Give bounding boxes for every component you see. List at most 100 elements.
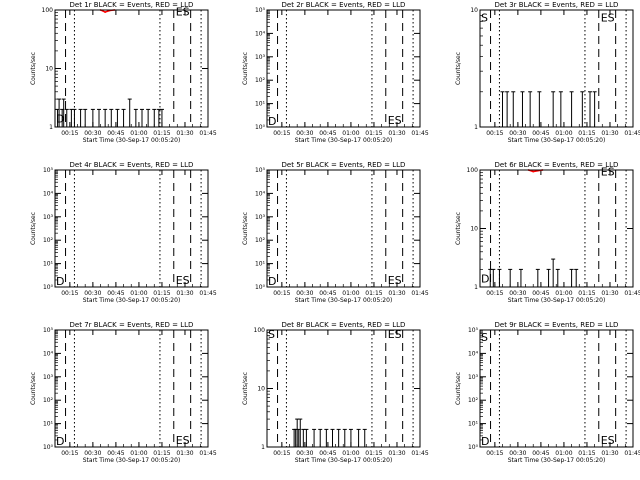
y-tick-label: 10 [257,386,265,393]
x-tick-label: 00:15 [61,290,78,297]
y-axis-label: Counts/sec [30,212,37,245]
x-tick-label: 01:45 [624,450,640,457]
y-tick-label: 100 [254,327,266,334]
x-tick-label: 00:15 [61,130,78,137]
x-tick-label: 01:30 [388,450,405,457]
marker-label-D: D [56,435,64,448]
panel-title: Det 7r BLACK = Events, RED = LLD [70,321,194,329]
y-tick-label: 10³ [43,374,54,381]
x-axis-label: Start Time (30-Sep-17 00:05:20) [508,457,606,464]
x-tick-label: 01:45 [624,290,640,297]
plot-frame [479,329,634,448]
marker-label-E: E [176,434,183,447]
marker-label-S: S [608,166,615,179]
marker-label-S: S [395,328,402,341]
y-tick-label: 10⁰ [255,284,266,291]
y-tick-label: 1 [474,124,478,131]
y-tick-label: 10² [43,397,54,404]
y-tick-label: 10⁵ [43,327,54,334]
x-tick-label: 00:45 [107,130,124,137]
y-tick-label: 1 [261,444,265,451]
y-axis-label: Counts/sec [455,52,462,85]
y-axis-label: Counts/sec [455,372,462,405]
x-tick-label: 00:45 [532,450,549,457]
x-tick-label: 00:15 [486,450,503,457]
marker-label-S: S [395,274,402,287]
detector-panel-3: Det 3r BLACK = Events, RED = LLD 1 10 Count… [455,1,640,144]
x-tick-label: 01:15 [578,130,595,137]
detector-panel-8: Det 8r BLACK = Events, RED = LLD 1 10 100 Co… [242,321,429,464]
x-tick-label: 01:30 [601,130,618,137]
y-tick-label: 10⁰ [468,444,479,451]
y-tick-label: 10² [255,237,266,244]
x-tick-label: 01:00 [130,450,147,457]
y-tick-label: 10⁴ [468,350,479,357]
x-tick-label: 00:30 [296,130,313,137]
x-tick-label: 01:45 [411,130,428,137]
panel-title: Det 4r BLACK = Events, RED = LLD [70,161,194,169]
y-tick-label: 10² [43,237,54,244]
plot-frame [54,329,209,448]
plot-frame [266,9,421,128]
marker-label-E: E [176,274,183,287]
marker-label-S: S [481,12,488,25]
x-tick-label: 01:30 [176,290,193,297]
marker-label-E: E [388,328,395,341]
x-tick-label: 01:00 [130,130,147,137]
y-axis-label: Counts/sec [242,52,249,85]
marker-label-S: S [183,6,190,19]
y-tick-label: 10³ [43,214,54,221]
x-tick-label: 00:30 [509,290,526,297]
y-tick-label: 10⁴ [43,350,54,357]
x-tick-label: 01:15 [365,130,382,137]
marker-label-D: D [481,272,489,285]
detector-panel-1: Det 1r BLACK = Events, RED = LLD 1 10 100 Co… [30,1,217,144]
marker-label-E: E [601,434,608,447]
x-tick-label: 00:30 [84,130,101,137]
x-tick-label: 01:30 [601,290,618,297]
x-tick-label: 01:45 [624,130,640,137]
marker-label-S: S [395,114,402,127]
detector-panel-4: Det 4r BLACK = Events, RED = LLD 10⁰ 10¹ 10… [30,161,217,304]
marker-label-S: S [183,434,190,447]
marker-label-E: E [601,12,608,25]
x-tick-label: 01:00 [342,130,359,137]
x-tick-label: 00:15 [486,290,503,297]
marker-label-D: D [481,435,489,448]
x-tick-label: 00:30 [296,290,313,297]
panel-title: Det 3r BLACK = Events, RED = LLD [495,1,619,9]
x-tick-label: 00:45 [319,290,336,297]
y-tick-label: 10¹ [255,101,266,108]
y-tick-label: 10¹ [468,421,479,428]
marker-label-E: E [388,114,395,127]
x-axis-label: Start Time (30-Sep-17 00:05:20) [83,457,181,464]
marker-label-S: S [608,12,615,25]
detector-panel-9: Det 9r BLACK = Events, RED = LLD 10⁰ 10¹ 10… [455,321,640,464]
plot-frame [266,169,421,288]
x-tick-label: 01:15 [153,450,170,457]
x-axis-label: Start Time (30-Sep-17 00:05:20) [295,137,393,144]
x-tick-label: 01:00 [555,450,572,457]
x-tick-label: 01:00 [342,450,359,457]
x-axis-label: Start Time (30-Sep-17 00:05:20) [83,297,181,304]
x-tick-label: 00:15 [61,450,78,457]
y-tick-label: 10 [470,226,478,233]
y-axis-label: Counts/sec [455,212,462,245]
x-axis-label: Start Time (30-Sep-17 00:05:20) [83,137,181,144]
plot-frame [479,169,634,288]
y-tick-label: 10³ [255,54,266,61]
detector-panel-5: Det 5r BLACK = Events, RED = LLD 10⁰ 10¹ 10… [242,161,429,304]
x-tick-label: 01:15 [153,290,170,297]
y-tick-label: 10¹ [43,261,54,268]
x-tick-label: 00:45 [107,450,124,457]
x-tick-label: 00:30 [509,450,526,457]
panel-title: Det 2r BLACK = Events, RED = LLD [282,1,406,9]
panel-title: Det 1r BLACK = Events, RED = LLD [70,1,194,9]
x-tick-label: 01:00 [130,290,147,297]
marker-label-E: E [388,274,395,287]
x-tick-label: 01:00 [555,130,572,137]
marker-label-S: S [268,328,275,341]
y-tick-label: 10⁴ [43,190,54,197]
y-tick-label: 10³ [468,374,479,381]
